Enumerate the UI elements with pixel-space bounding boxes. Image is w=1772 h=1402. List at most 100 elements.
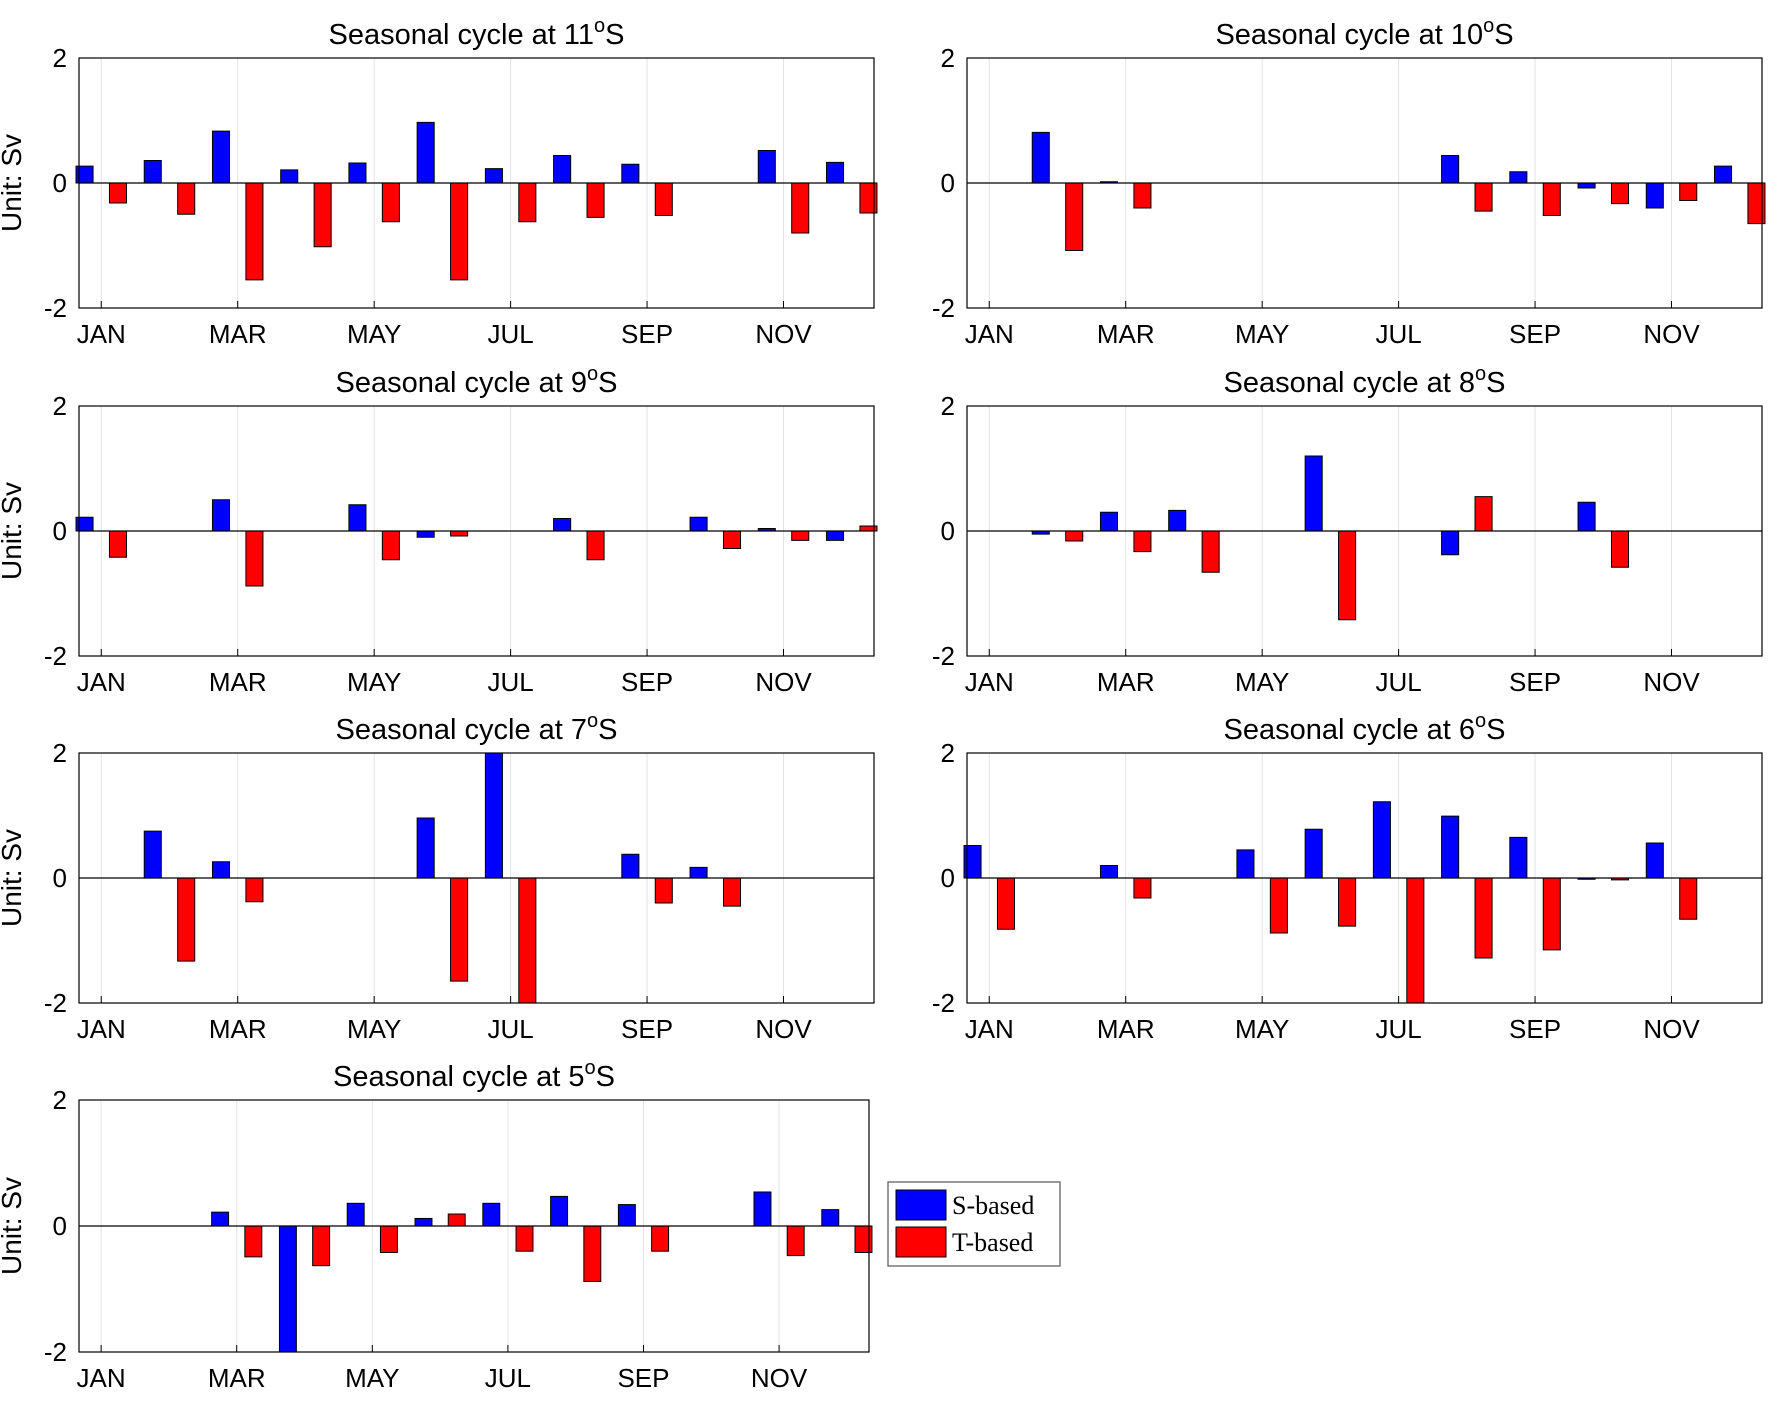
subplot-title: Seasonal cycle at 11oS <box>329 15 625 51</box>
bar-s-based-mar <box>1099 865 1119 879</box>
x-tick-label: MAR <box>208 1363 266 1393</box>
legend-swatch-t-based <box>895 1226 947 1258</box>
bar-s-based-may <box>348 504 367 532</box>
y-tick-label: -2 <box>932 988 955 1018</box>
x-tick-label: MAR <box>1097 1014 1155 1044</box>
bar-t-based-sep <box>654 182 673 216</box>
bar-t-based-jan <box>996 877 1016 930</box>
x-tick-label: JAN <box>77 1363 126 1393</box>
bar-t-based-aug <box>586 182 605 218</box>
bar-t-based-jul <box>518 877 537 1004</box>
x-tick-label: NOV <box>1643 1014 1700 1044</box>
y-tick-label: 2 <box>941 43 955 73</box>
bar-s-based-sep <box>621 163 640 184</box>
y-axis-label: Unit: Sv <box>0 829 27 927</box>
bar-s-based-mar <box>211 1211 230 1227</box>
bar-t-based-feb <box>177 877 196 962</box>
y-axis-label: Unit: Sv <box>0 1177 27 1275</box>
y-tick-label: 0 <box>941 516 955 546</box>
subplot-2: -2 0 2 JAN MAR MAY JUL SEP NOV Seasonal cycle at … <box>932 15 1766 349</box>
bar-t-based-apr <box>312 1225 331 1267</box>
bar-s-based-jun <box>416 530 435 538</box>
x-tick-label: MAR <box>209 319 267 349</box>
bar-s-based-jun <box>1304 828 1323 879</box>
legend-label-t-based: T-based <box>952 1228 1033 1257</box>
bar-s-based-aug <box>1441 530 1460 556</box>
subplot-title: Seasonal cycle at 5oS <box>333 1057 615 1093</box>
y-tick-label: -2 <box>44 988 67 1018</box>
bar-s-based-feb <box>143 160 162 184</box>
x-tick-label: MAR <box>1097 667 1155 697</box>
bar-s-based-sep <box>1509 836 1528 879</box>
bar-s-based-jul <box>484 168 503 184</box>
subplot-6: -2 0 2 JAN MAR MAY JUL SEP NOV Seasonal cycle at … <box>932 710 1763 1044</box>
bar-t-based-jun <box>1338 877 1357 927</box>
bar-t-based-feb <box>1065 530 1084 542</box>
bar-s-based-jul <box>484 752 503 879</box>
x-tick-label: MAR <box>209 667 267 697</box>
y-tick-label: -2 <box>44 641 67 671</box>
bar-t-based-oct <box>722 530 742 549</box>
bar-t-based-feb <box>1065 182 1084 251</box>
bar-t-based-jan <box>108 530 128 558</box>
bar-t-based-mar <box>244 1225 263 1258</box>
x-tick-label: MAY <box>347 667 401 697</box>
x-tick-label: SEP <box>1509 319 1561 349</box>
x-tick-label: MAY <box>347 319 401 349</box>
bar-t-based-may <box>1269 877 1288 934</box>
bar-s-based-aug <box>553 155 572 184</box>
x-tick-label: SEP <box>621 319 673 349</box>
bar-s-based-dec <box>1713 165 1733 184</box>
subplot-title: Seasonal cycle at 8oS <box>1224 363 1506 399</box>
bar-s-based-dec <box>825 161 845 184</box>
bar-s-based-jun <box>1304 455 1323 532</box>
x-tick-label: MAY <box>347 1014 401 1044</box>
x-tick-label: JAN <box>77 319 126 349</box>
bar-s-based-oct <box>689 866 708 879</box>
bar-t-based-jul <box>518 182 537 223</box>
bar-t-based-oct <box>1610 182 1630 205</box>
bar-t-based-sep <box>1542 182 1561 216</box>
bar-s-based-jun <box>416 121 435 184</box>
y-tick-label: 0 <box>53 1211 67 1241</box>
subplot-title: Seasonal cycle at 6oS <box>1224 710 1506 746</box>
x-tick-label: JUL <box>1375 1014 1421 1044</box>
x-tick-label: MAR <box>209 1014 267 1044</box>
bar-s-based-mar <box>211 499 231 532</box>
bar-t-based-sep <box>1542 877 1561 951</box>
x-tick-label: NOV <box>755 667 812 697</box>
x-tick-label: JAN <box>965 319 1014 349</box>
bar-t-based-jun <box>447 1213 466 1227</box>
x-tick-label: JUL <box>1375 319 1421 349</box>
x-tick-label: JUL <box>1375 667 1421 697</box>
x-tick-label: SEP <box>1509 667 1561 697</box>
y-tick-label: 2 <box>941 738 955 768</box>
subplot-title: Seasonal cycle at 9oS <box>336 363 618 399</box>
x-tick-label: JAN <box>77 1014 126 1044</box>
subplot-4: -2 0 2 JAN MAR MAY JUL SEP NOV Seasonal cycle at … <box>932 363 1763 697</box>
bar-t-based-aug <box>583 1225 602 1282</box>
bar-t-based-may <box>381 530 400 561</box>
bar-t-based-jun <box>450 530 469 537</box>
x-tick-label: MAR <box>1097 319 1155 349</box>
subplot-5: -2 0 2 JAN MAR MAY JUL SEP NOV Seasonal cycle at … <box>0 710 875 1044</box>
bar-s-based-apr <box>278 1225 297 1353</box>
subplot-title: Seasonal cycle at 10oS <box>1215 15 1513 51</box>
bar-t-based-nov <box>791 530 810 541</box>
x-tick-label: SEP <box>1509 1014 1561 1044</box>
x-tick-label: JUL <box>487 1014 533 1044</box>
y-axis-label: Unit: Sv <box>0 134 27 232</box>
bar-t-based-aug <box>586 530 605 561</box>
y-tick-label: 2 <box>53 1085 67 1115</box>
y-tick-label: 0 <box>53 168 67 198</box>
x-tick-label: NOV <box>755 319 812 349</box>
bar-t-based-sep <box>651 1225 670 1252</box>
bar-s-based-oct <box>1577 501 1596 532</box>
y-tick-label: -2 <box>44 1337 67 1367</box>
bar-s-based-dec <box>821 1209 840 1227</box>
bar-t-based-jun <box>450 182 469 281</box>
y-tick-label: 0 <box>53 863 67 893</box>
x-tick-label: JUL <box>485 1363 531 1393</box>
bar-t-based-nov <box>1679 182 1698 201</box>
bar-t-based-may <box>379 1225 398 1253</box>
